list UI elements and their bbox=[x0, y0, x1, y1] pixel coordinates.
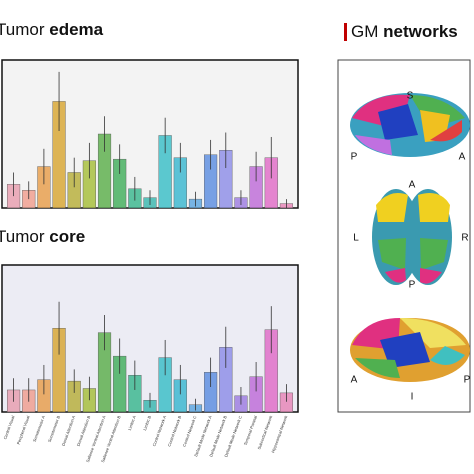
brain-top bbox=[372, 189, 452, 285]
x-tick-label: Temporal Parietal bbox=[243, 415, 258, 446]
x-tick-label: Dorsal Attention B bbox=[76, 415, 92, 447]
chart-title: Tumor core bbox=[0, 227, 85, 246]
x-tick-label: Control Network C bbox=[182, 415, 198, 448]
chart-title: Tumor edema bbox=[0, 20, 104, 39]
view-label: P bbox=[351, 152, 358, 163]
x-tick-label: Limbic B bbox=[142, 415, 152, 431]
view-label: R bbox=[461, 233, 468, 244]
chart-title-bold: core bbox=[49, 227, 85, 246]
panel-title-plain: GM bbox=[351, 22, 378, 41]
panel-accent bbox=[344, 23, 347, 41]
x-tick-label: Central Visual bbox=[2, 415, 15, 440]
view-label: I bbox=[411, 392, 414, 403]
brain-medial bbox=[350, 318, 470, 382]
chart-title-bold: edema bbox=[49, 20, 103, 39]
x-tick-label: Limbic A bbox=[127, 415, 137, 431]
plot-area bbox=[1, 264, 299, 413]
x-tick-label: Somatomotor A bbox=[32, 415, 46, 443]
x-tick-label: Control Network A bbox=[151, 415, 167, 447]
view-label: P bbox=[409, 280, 416, 291]
panel-title: GM networks bbox=[351, 22, 458, 41]
view-label: L bbox=[353, 233, 359, 244]
x-tick-label: Peripheral Visual bbox=[16, 415, 31, 445]
view-label: A bbox=[351, 375, 358, 386]
brain-panel: GM networks bbox=[337, 22, 471, 413]
plot-area bbox=[1, 59, 299, 209]
x-tick-label: Default Mode Network C bbox=[223, 415, 243, 458]
brain-lateral bbox=[350, 93, 470, 157]
x-tick-label: Control Network B bbox=[166, 415, 182, 448]
view-label: A bbox=[409, 180, 416, 191]
panel-title-bold: networks bbox=[383, 22, 458, 41]
view-label: S bbox=[407, 91, 414, 102]
x-tick-label: Subcortical Network bbox=[256, 415, 273, 450]
view-label: A bbox=[459, 152, 466, 163]
chart-title-plain: Tumor bbox=[0, 227, 45, 246]
x-tick-label: Somatomotor B bbox=[47, 415, 61, 443]
x-tick-label: Dorsal Attention A bbox=[61, 415, 77, 447]
view-label: P bbox=[464, 375, 471, 386]
chart-title-plain: Tumor bbox=[0, 20, 45, 39]
x-tick-label: Hippocampal Network bbox=[270, 415, 288, 453]
